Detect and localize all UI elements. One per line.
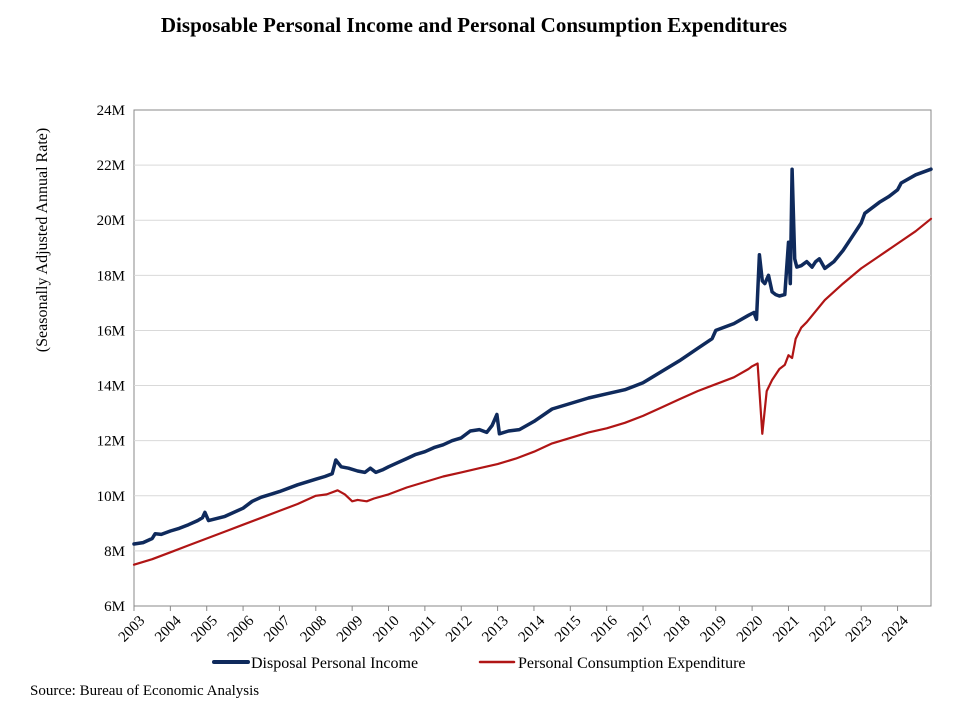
- x-tick-label: 2006: [225, 613, 258, 646]
- y-tick-label: 22M: [97, 158, 125, 174]
- y-tick-label: 10M: [97, 489, 125, 505]
- x-tick-label: 2010: [370, 613, 403, 646]
- y-tick-labels: 6M 8M 10M 12M 14M 16M 18M 20M 22M 24M: [97, 103, 125, 615]
- x-tick-label: 2007: [261, 613, 294, 646]
- source-note: Source: Bureau of Economic Analysis: [30, 683, 259, 699]
- chart-title: Disposable Personal Income and Personal …: [161, 13, 787, 37]
- x-tick-label: 2024: [879, 613, 912, 646]
- y-tick-label: 14M: [97, 379, 125, 395]
- x-tick-label: 2011: [407, 613, 439, 645]
- y-tick-label: 16M: [97, 323, 125, 339]
- legend-label-consumption: Personal Consumption Expenditure: [518, 655, 746, 672]
- x-tick-label: 2013: [479, 613, 512, 646]
- y-tick-label: 18M: [97, 268, 125, 284]
- income-series-line: [132, 167, 933, 546]
- consumption-series-line: [132, 217, 933, 566]
- x-tick-label: 2017: [625, 613, 658, 646]
- x-tick-label: 2018: [661, 613, 694, 646]
- x-tick-label: 2023: [843, 613, 876, 646]
- gridlines: [134, 164, 931, 552]
- x-tick-label: 2020: [734, 613, 767, 646]
- plot-area-frame: [133, 109, 932, 607]
- x-tick-marks: [133, 606, 899, 611]
- x-tick-label: 2015: [552, 613, 585, 646]
- x-tick-labels: 2003 2004 2005 2006 2007 2008 2009 2010 2011 2012…: [116, 613, 912, 646]
- x-tick-label: 2021: [770, 613, 803, 646]
- x-tick-label: 2014: [516, 613, 549, 646]
- y-tick-label: 20M: [97, 213, 125, 229]
- x-tick-label: 2004: [152, 613, 185, 646]
- legend-label-income: Disposal Personal Income: [251, 655, 418, 672]
- legend: Disposal Personal Income Personal Consum…: [212, 655, 746, 672]
- x-tick-label: 2005: [188, 613, 221, 646]
- x-tick-label: 2009: [334, 613, 367, 646]
- x-tick-label: 2022: [807, 613, 840, 646]
- x-tick-label: 2019: [697, 613, 730, 646]
- x-tick-label: 2012: [443, 613, 476, 646]
- y-tick-label: 24M: [97, 103, 125, 119]
- y-tick-label: 12M: [97, 434, 125, 450]
- y-tick-label: 8M: [104, 544, 125, 560]
- series-lines: [132, 167, 933, 566]
- y-axis-label: (Seasonally Adjusted Annual Rate): [34, 128, 51, 352]
- x-tick-label: 2008: [298, 613, 331, 646]
- x-tick-label: 2016: [588, 613, 621, 646]
- x-tick-label: 2003: [116, 613, 149, 646]
- y-tick-label: 6M: [104, 599, 125, 615]
